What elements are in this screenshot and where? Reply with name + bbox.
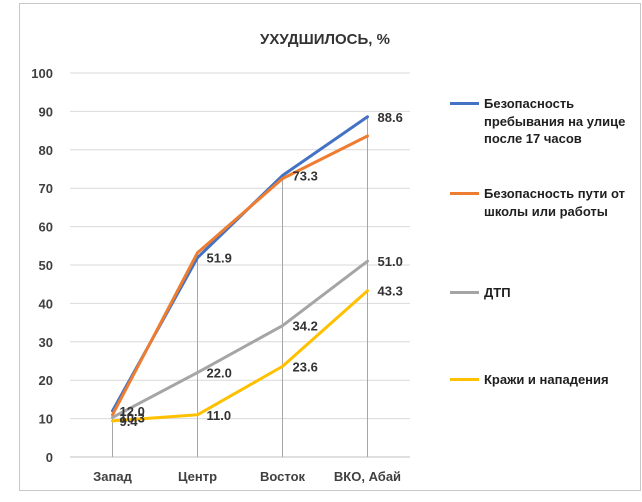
- legend-item: ДТП: [450, 284, 642, 302]
- data-label: 51.9: [207, 251, 232, 266]
- y-tick-label: 10: [39, 412, 53, 427]
- chart-title: УХУДШИЛОСЬ, %: [260, 31, 390, 48]
- series-line: [111, 289, 369, 423]
- drop-lines: [112, 116, 368, 457]
- legend-item: Кражи и нападения: [450, 371, 642, 389]
- x-tick-label: Восток: [260, 469, 306, 484]
- y-tick-label: 40: [39, 296, 53, 311]
- y-axis: 0 10 20 30 40 50 60 70 80 90 100: [31, 66, 53, 465]
- series-line: [111, 259, 369, 419]
- data-labels: 12.010.39.4 51.9 22.0 11.0 73.3 34.2 23.6 88.6 5…: [120, 110, 403, 429]
- y-tick-label: 20: [39, 373, 53, 388]
- y-tick-label: 60: [39, 220, 53, 235]
- data-label: 10.3: [120, 410, 145, 425]
- legend-item: Безопасность пути от школы или работы: [450, 185, 642, 220]
- legend-label: Кражи и нападения: [484, 372, 609, 387]
- y-tick-label: 80: [39, 143, 53, 158]
- y-tick-label: 0: [46, 450, 53, 465]
- x-axis: Запад Центр Восток ВКО, Абай: [93, 469, 401, 484]
- y-tick-label: 70: [39, 181, 53, 196]
- data-label: 9.4: [120, 414, 139, 429]
- data-label: 88.6: [378, 110, 403, 125]
- legend-swatch: [450, 378, 479, 381]
- legend-swatch: [450, 192, 479, 195]
- x-tick-label: Запад: [93, 469, 132, 484]
- data-label: 73.3: [293, 169, 318, 184]
- legend-label: Безопасность пребывания на улице после 1…: [484, 96, 626, 146]
- data-label: 34.2: [293, 319, 318, 334]
- series-lines: [111, 115, 369, 423]
- legend-swatch: [450, 102, 479, 105]
- series-line: [111, 134, 369, 417]
- data-label: 22.0: [207, 366, 232, 381]
- data-label: 23.6: [293, 359, 318, 374]
- y-tick-label: 90: [39, 104, 53, 119]
- data-label: 51.0: [378, 254, 403, 269]
- data-label: 12.0: [120, 404, 145, 419]
- y-tick-label: 30: [39, 335, 53, 350]
- data-label: 43.3: [378, 284, 403, 299]
- legend-item: Безопасность пребывания на улице после 1…: [450, 95, 642, 148]
- gridlines: [70, 72, 410, 458]
- line-chart: УХУДШИЛОСЬ, % 0 10 20 30 40 50 60 70 80 90 100 Зап…: [31, 31, 410, 484]
- x-tick-label: ВКО, Абай: [334, 469, 401, 484]
- x-tick-label: Центр: [178, 469, 217, 484]
- legend-swatch: [450, 291, 479, 294]
- y-tick-label: 100: [31, 66, 53, 81]
- chart-frame: УХУДШИЛОСЬ, % 0 10 20 30 40 50 60 70 80 90 100 Зап…: [19, 3, 641, 491]
- series-line: [111, 115, 369, 413]
- y-tick-label: 50: [39, 258, 53, 273]
- legend: Безопасность пребывания на улице после 1…: [450, 4, 642, 484]
- legend-label: Безопасность пути от школы или работы: [484, 186, 625, 219]
- legend-label: ДТП: [484, 285, 511, 300]
- data-label: 11.0: [207, 408, 232, 423]
